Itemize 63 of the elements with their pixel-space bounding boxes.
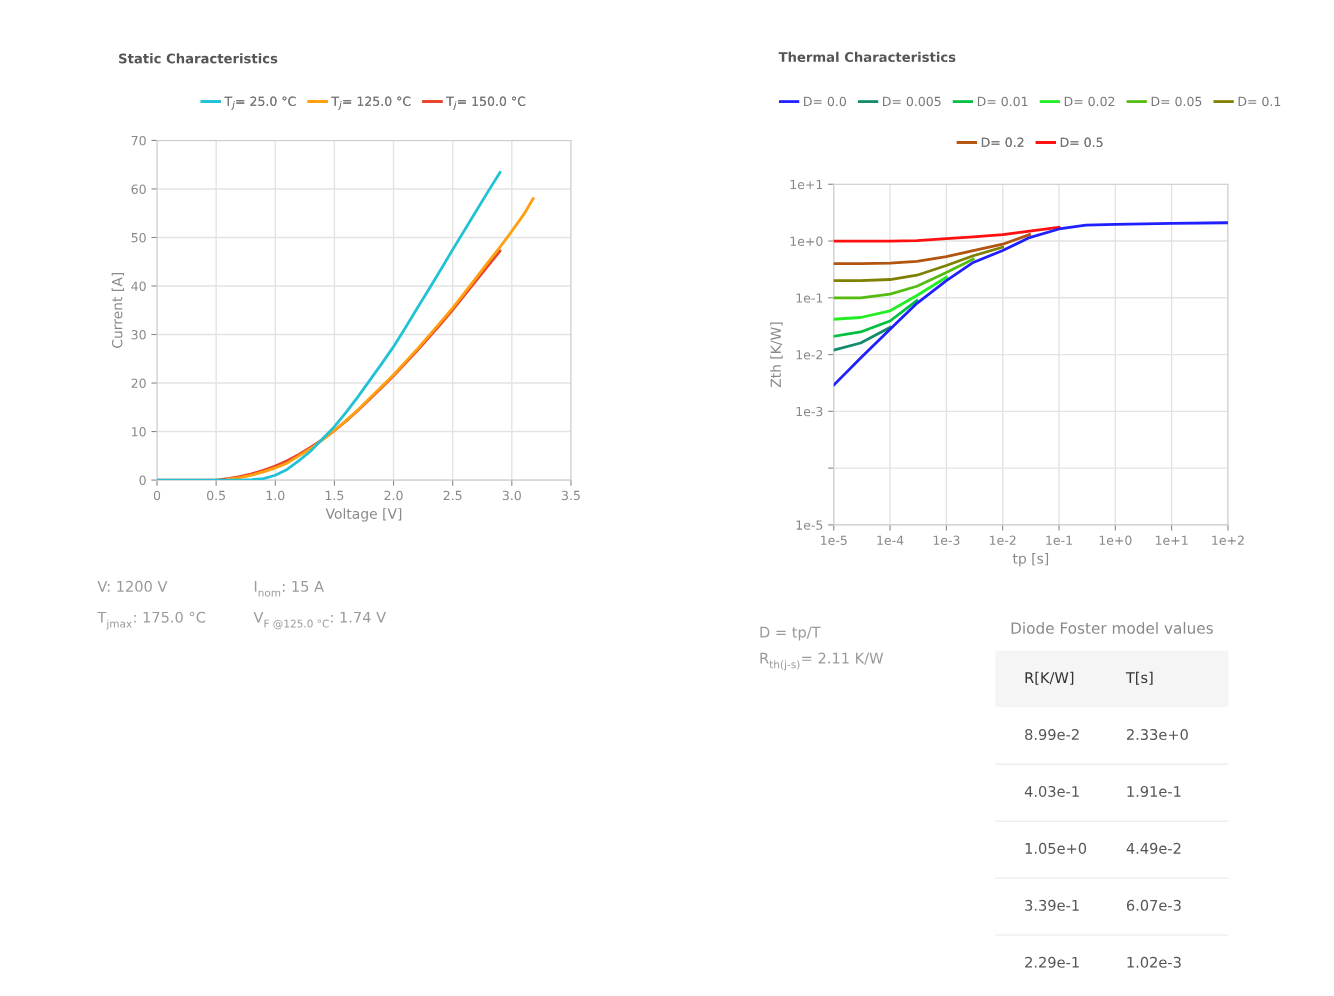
y-tick-label: 0 — [139, 475, 146, 485]
x-tick-label: 0.5 — [207, 490, 225, 501]
x-tick-label: 2.5 — [443, 490, 462, 501]
legend-label: T$_{j}$= 125.0 °C — [331, 96, 411, 110]
x-tick-label: 3.0 — [502, 490, 521, 501]
legend-label: D= 0.02 — [1064, 96, 1115, 107]
legend-label: D= 0.0 — [804, 96, 846, 107]
y-tick-label: 1e-1 — [796, 293, 823, 303]
legend-label: D= 0.5 — [1060, 137, 1103, 148]
text: 4.03e-1 — [1024, 785, 1079, 797]
text: 1.05e+0 — [1025, 842, 1087, 854]
y-tick-label: 30 — [131, 329, 146, 340]
x-axis-title: tp [s] — [1012, 552, 1049, 567]
y-axis-title: Current [A] — [111, 272, 125, 348]
x-tick-label: 1.5 — [325, 490, 344, 501]
chart-title: Thermal Characteristics — [778, 51, 956, 63]
category-label: R[K/W] — [1025, 671, 1074, 685]
x-tick-label: 1e-5 — [821, 535, 847, 545]
x-tick-label: 1.0 — [266, 490, 285, 501]
text: 2.29e-1 — [1025, 956, 1079, 968]
y-axis-title: Zth [K/W] — [770, 322, 783, 388]
x-axis-title: Voltage [V] — [325, 508, 402, 522]
x-tick-label: 1e+0 — [1099, 535, 1132, 545]
y-tick-label: 1e-3 — [796, 406, 823, 417]
x-tick-label: 0 — [153, 490, 161, 501]
x-tick-label: 1e+2 — [1212, 535, 1244, 545]
y-tick-label: 70 — [131, 135, 146, 146]
legend-label: T$_{j}$= 150.0 °C — [446, 96, 526, 110]
y-tick-label: 1e-2 — [796, 350, 823, 360]
legend-label: D= 0.05 — [1151, 96, 1202, 107]
legend-label: D= 0.01 — [977, 96, 1028, 107]
y-tick-label: 1e-5 — [796, 520, 823, 530]
legend-label: D= 0.2 — [981, 137, 1024, 148]
y-tick-label: 50 — [131, 232, 146, 243]
x-tick-label: 1e+1 — [1155, 535, 1188, 545]
x-tick-label: 1e-1 — [1046, 535, 1072, 545]
y-tick-label: 1e+0 — [790, 236, 823, 246]
y-tick-label: 20 — [131, 378, 146, 388]
y-tick-label: 10 — [132, 427, 146, 437]
legend-label: D= 0.1 — [1238, 96, 1281, 107]
x-tick-label: 1e-4 — [877, 535, 904, 545]
x-tick-label: 1e-2 — [990, 535, 1016, 545]
text: Inom: 15 A — [254, 581, 324, 597]
text: Diode Foster model values — [1011, 622, 1213, 634]
x-tick-label: 1e-3 — [933, 535, 960, 545]
text: 6.07e-3 — [1126, 899, 1181, 911]
y-tick-label: 60 — [131, 184, 146, 194]
y-tick-label: 40 — [131, 281, 146, 291]
text: 1.91e-1 — [1127, 785, 1181, 797]
chart-title: Static Characteristics — [119, 53, 278, 64]
x-tick-label: 3.5 — [561, 490, 580, 501]
text: D = tp/T — [760, 626, 821, 641]
category-label: T[s] — [1125, 671, 1153, 685]
x-tick-label: 2.0 — [384, 490, 403, 501]
legend-label: T$_{j}$= 25.0 °C — [224, 96, 296, 110]
text: 8.99e-2 — [1025, 729, 1079, 741]
text: 1.02e-3 — [1127, 956, 1181, 968]
text: 3.39e-1 — [1025, 899, 1079, 911]
text: V: 1200 V — [97, 580, 168, 592]
text: 4.49e-2 — [1126, 842, 1181, 854]
y-tick-label: 1e+1 — [790, 179, 823, 190]
text: 2.33e+0 — [1126, 729, 1188, 741]
legend-label: D= 0.005 — [883, 96, 941, 107]
